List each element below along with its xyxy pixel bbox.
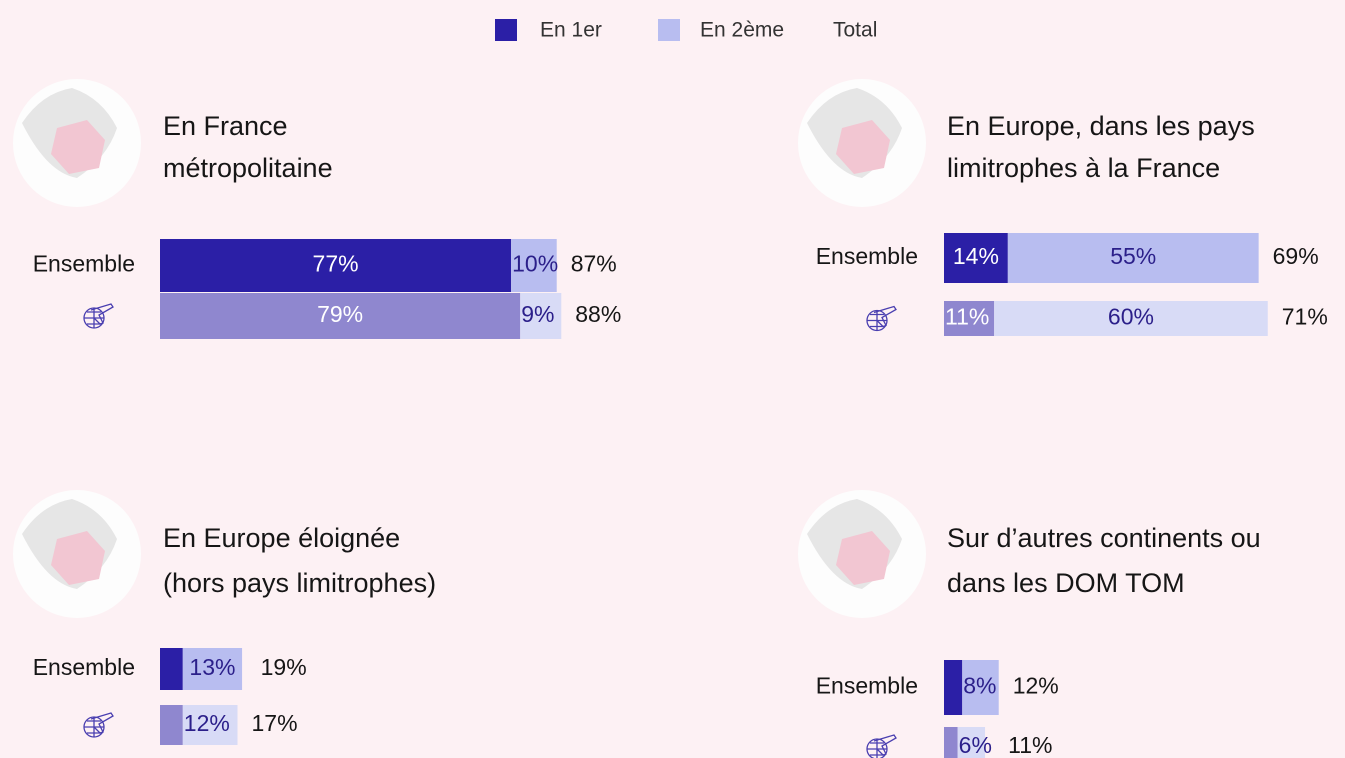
row-label: Ensemble	[33, 654, 135, 680]
segment-label: 11%	[945, 304, 989, 330]
segment-label: 60%	[1108, 304, 1154, 330]
panel-title: Sur d’autres continents ou	[947, 523, 1261, 553]
legend-swatch	[658, 19, 680, 41]
map-highlight	[836, 531, 890, 585]
panel-title: dans les DOM TOM	[947, 568, 1185, 598]
row-label: Ensemble	[33, 251, 135, 277]
legend-label: En 2ème	[700, 19, 784, 42]
panel-title: En Europe éloignée	[163, 523, 400, 553]
segment-label: 6%	[959, 732, 992, 758]
total-label: 71%	[1282, 304, 1328, 330]
icon-plane	[90, 712, 114, 734]
legend-label: Total	[833, 19, 877, 42]
map-highlight	[836, 120, 890, 174]
bar-segment	[944, 727, 958, 758]
segment-label: 8%	[963, 673, 996, 699]
icon-plane	[873, 734, 897, 756]
bar-segment	[160, 648, 183, 690]
legend-label: En 1er	[540, 19, 602, 42]
panel-title: (hors pays limitrophes)	[163, 568, 436, 598]
segment-label: 13%	[189, 654, 235, 680]
legend-swatch	[495, 19, 517, 41]
bar-segment	[944, 660, 963, 715]
total-label: 88%	[575, 301, 621, 327]
total-label: 19%	[261, 654, 307, 680]
total-label: 69%	[1273, 243, 1319, 269]
segment-label: 10%	[512, 251, 558, 277]
bar-segment	[944, 301, 995, 336]
bar-segment	[1007, 233, 1259, 283]
segment-label: 9%	[521, 301, 554, 327]
row-label: Ensemble	[816, 243, 918, 269]
panel-title: métropolitaine	[163, 153, 333, 183]
plane-globe-icon	[866, 734, 897, 758]
segment-label: 77%	[313, 251, 359, 277]
map-highlight	[51, 120, 105, 174]
bar-segment	[160, 293, 521, 339]
bar-segment	[511, 239, 557, 292]
bar-segment	[160, 239, 512, 292]
bar-segment	[182, 648, 243, 690]
panel-title: limitrophes à la France	[947, 153, 1220, 183]
plane-globe-icon	[866, 305, 897, 332]
bar-segment	[182, 705, 238, 745]
bar-segment	[994, 301, 1268, 336]
icon-plane	[873, 305, 897, 328]
bar-segment	[957, 727, 986, 758]
segment-label: 14%	[953, 243, 999, 269]
map-highlight	[51, 531, 105, 585]
plane-globe-icon	[83, 303, 114, 329]
bar-segment	[944, 233, 1008, 283]
total-label: 11%	[1008, 732, 1052, 758]
bar-segment	[520, 293, 562, 339]
segment-label: 55%	[1110, 243, 1156, 269]
bar-segment	[962, 660, 999, 715]
segment-label: 79%	[317, 301, 363, 327]
total-label: 12%	[1013, 673, 1059, 699]
panel-title: En France	[163, 111, 288, 141]
total-label: 87%	[571, 251, 617, 277]
panel-title: En Europe, dans les pays	[947, 111, 1255, 141]
segment-label: 12%	[184, 710, 230, 736]
plane-globe-icon	[83, 712, 114, 738]
row-label: Ensemble	[816, 673, 918, 699]
bar-segment	[160, 705, 183, 745]
icon-plane	[90, 303, 114, 325]
total-label: 17%	[252, 710, 298, 736]
